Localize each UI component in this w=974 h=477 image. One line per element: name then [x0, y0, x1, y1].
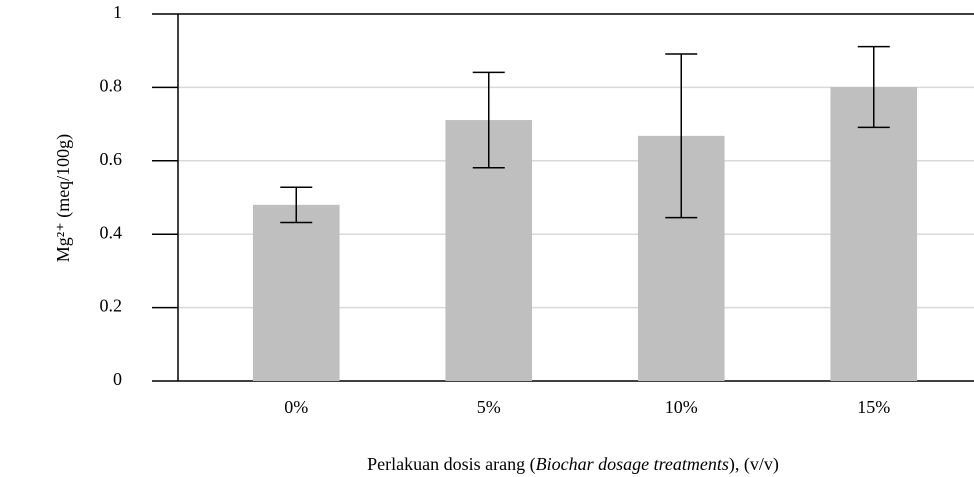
- x-tick-label: 5%: [477, 397, 501, 417]
- x-axis-label: Perlakuan dosis arang (Biochar dosage tr…: [367, 454, 779, 475]
- y-tick-label: 1: [113, 2, 122, 22]
- y-tick-label: 0.2: [100, 296, 123, 316]
- y-axis-label: Mg²⁺ (meq/100g): [53, 134, 74, 262]
- x-tick-label: 10%: [665, 397, 698, 417]
- x-axis-label-part: Perlakuan dosis arang (: [367, 454, 535, 475]
- x-axis-label-part: ), (v/v): [729, 454, 779, 475]
- y-tick-label: 0.6: [100, 149, 123, 169]
- bar: [252, 204, 340, 381]
- y-tick-label: 0.4: [100, 222, 123, 242]
- x-tick-label: 15%: [857, 397, 890, 417]
- bar: [830, 87, 918, 382]
- x-tick-label: 0%: [284, 397, 308, 417]
- y-tick-label: 0.8: [100, 76, 123, 96]
- y-tick-label: 0: [113, 369, 122, 389]
- x-axis-label-part: Biochar dosage treatments: [536, 454, 729, 474]
